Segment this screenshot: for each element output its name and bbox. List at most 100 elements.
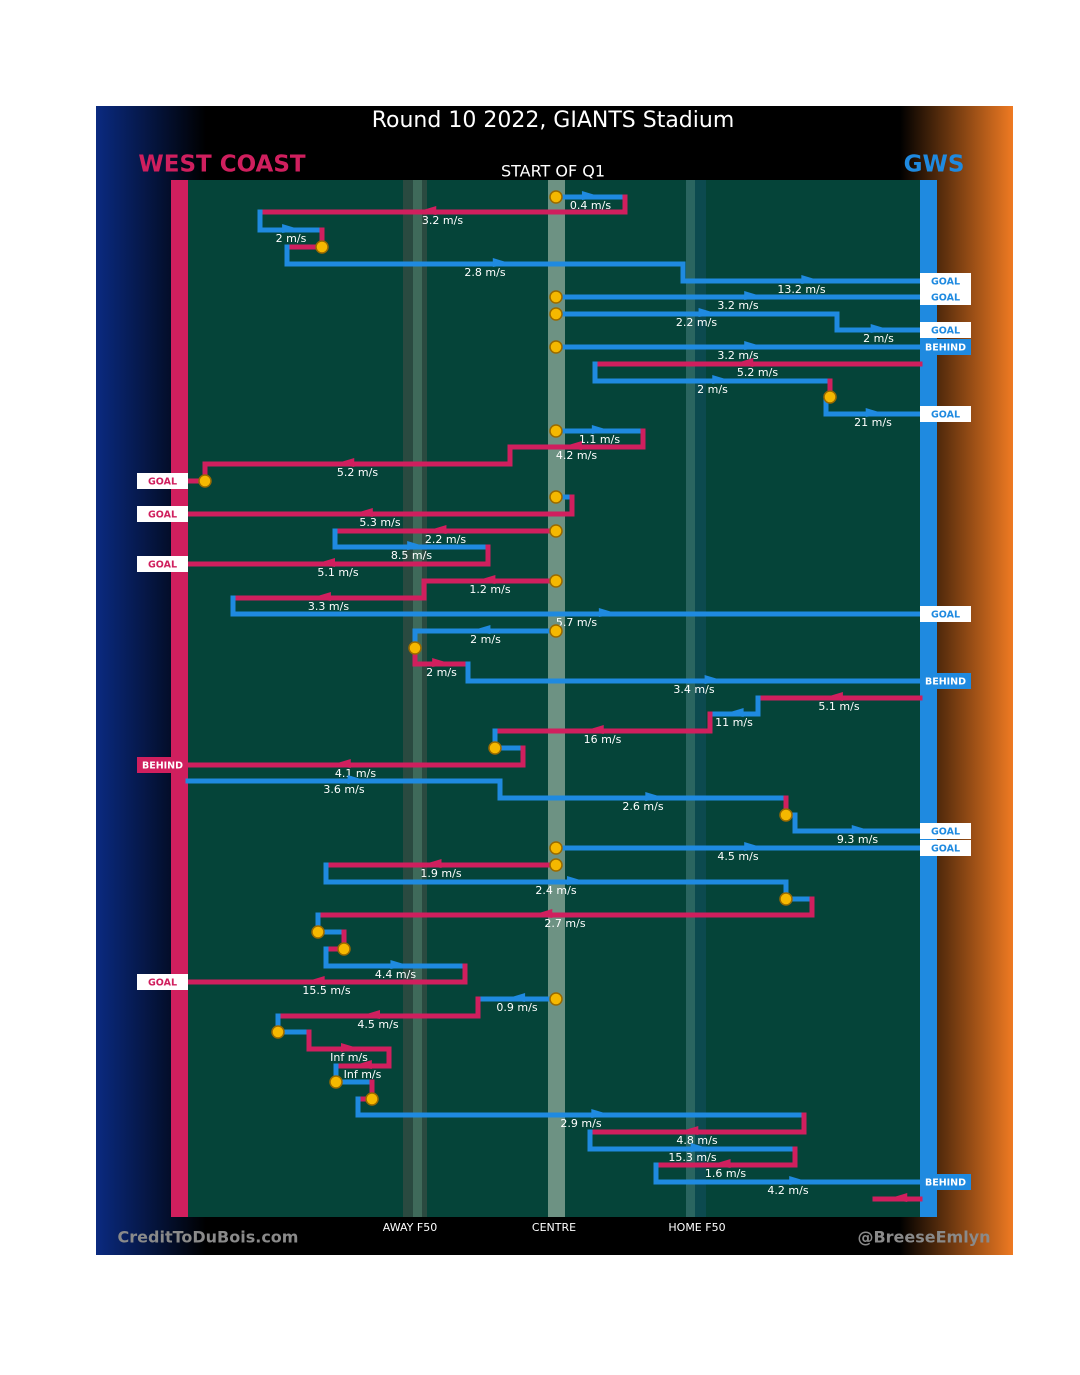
stoppage: [337, 942, 351, 956]
speed-label: 3.3 m/s: [308, 600, 349, 613]
speed-label: 8.5 m/s: [391, 549, 432, 562]
arrow: [870, 324, 891, 333]
speed-label: 0.9 m/s: [496, 1001, 537, 1014]
speed-label: 2.7 m/s: [544, 917, 585, 930]
outcome-label: GOAL: [148, 510, 177, 521]
arrow: [704, 675, 725, 684]
arrow: [330, 759, 351, 768]
outcome-label: GOAL: [931, 277, 960, 288]
outcome-badge: [920, 339, 971, 355]
arrow: [710, 1159, 731, 1168]
stoppage: [408, 641, 422, 655]
speed-label: 2 m/s: [470, 633, 501, 646]
arrow: [352, 508, 373, 517]
arrow: [583, 725, 604, 734]
arrow: [581, 191, 602, 200]
speed-label: 2 m/s: [276, 232, 307, 245]
speed-label: 3.4 m/s: [673, 683, 714, 696]
title: Round 10 2022, GIANTS Stadium: [372, 108, 735, 133]
outcome-badge: [920, 273, 971, 289]
arrow: [744, 291, 765, 300]
arrow: [712, 375, 733, 384]
stoppage: [549, 574, 563, 588]
speed-label: 0.4 m/s: [570, 199, 611, 212]
speed-label: 3.2 m/s: [717, 349, 758, 362]
arrow: [591, 425, 612, 434]
outcome-badge: [137, 974, 188, 990]
arrow: [470, 625, 491, 634]
arrow: [822, 692, 843, 701]
arrow: [598, 608, 619, 617]
speed-label: 4.5 m/s: [357, 1018, 398, 1031]
stoppage: [549, 190, 563, 204]
arrow: [282, 224, 303, 233]
speed-label: 4.5 m/s: [717, 850, 758, 863]
moves: 0.4 m/s 3.2 m/s 2 m/s 2.8 m/s 13.2 m/s GOAL 3.…: [137, 190, 971, 1202]
arrow: [887, 1193, 908, 1202]
stoppage: [329, 1075, 343, 1089]
handle: @BreeseEmlyn: [857, 1228, 990, 1247]
speed-label: 1.9 m/s: [420, 867, 461, 880]
speed-label: 5.2 m/s: [337, 466, 378, 479]
speed-label: 9.3 m/s: [837, 833, 878, 846]
speed-label: 2 m/s: [697, 383, 728, 396]
arrow: [678, 1126, 699, 1135]
speed-label: 4.1 m/s: [335, 767, 376, 780]
speed-label: 3.2 m/s: [717, 299, 758, 312]
outcome-label: GOAL: [148, 560, 177, 571]
speed-label: 16 m/s: [584, 733, 622, 746]
stoppage: [549, 424, 563, 438]
arrow: [690, 1143, 711, 1152]
stoppage: [549, 307, 563, 321]
outcome-badge: [920, 606, 971, 622]
stoppage: [488, 741, 502, 755]
left-boundary: [171, 180, 188, 1217]
speed-label: 5.2 m/s: [737, 366, 778, 379]
arrow: [421, 859, 442, 868]
speed-label: 15.3 m/s: [668, 1151, 716, 1164]
speed-label: 4.2 m/s: [556, 449, 597, 462]
period: START OF Q1: [501, 162, 605, 181]
speed-label: 1.6 m/s: [705, 1167, 746, 1180]
arrow: [733, 358, 754, 367]
outcome-badge: [920, 823, 971, 839]
speed-label: 4.8 m/s: [676, 1134, 717, 1147]
arrow: [304, 976, 325, 985]
stoppage: [549, 992, 563, 1006]
arrow: [645, 792, 666, 801]
arrow: [567, 876, 587, 885]
outcome-label: BEHIND: [142, 761, 183, 772]
arrow: [347, 775, 368, 784]
arrow: [561, 441, 582, 450]
outcome-label: BEHIND: [925, 1178, 966, 1189]
arrow: [532, 909, 553, 918]
stoppage: [549, 290, 563, 304]
stoppage: [779, 808, 793, 822]
right-team: GWS: [904, 152, 965, 178]
arrow: [334, 458, 355, 467]
speed-label: Inf m/s: [330, 1051, 368, 1064]
speed-label: 2.9 m/s: [560, 1117, 601, 1130]
speed-label: 4.2 m/s: [767, 1184, 808, 1197]
left-team: WEST COAST: [138, 152, 306, 178]
stoppage: [549, 841, 563, 855]
stoppage: [315, 240, 329, 254]
arrow: [351, 1060, 372, 1069]
outcome-label: GOAL: [148, 477, 177, 488]
speed-label: 4.4 m/s: [375, 968, 416, 981]
speed-label: 5.7 m/s: [556, 616, 597, 629]
outcome-label: GOAL: [931, 326, 960, 337]
stoppage: [779, 892, 793, 906]
centre-stripe: [548, 180, 565, 1217]
outcome-badge: [920, 289, 971, 305]
speed-label: 2 m/s: [426, 666, 457, 679]
arrow: [390, 960, 411, 969]
outcome-badge: [920, 1174, 971, 1190]
speed-label: 2.4 m/s: [535, 884, 576, 897]
arrow: [407, 541, 428, 550]
stoppage: [549, 524, 563, 538]
outcome-label: BEHIND: [925, 343, 966, 354]
speed-label: 15.5 m/s: [302, 984, 350, 997]
outcome-label: GOAL: [931, 844, 960, 855]
